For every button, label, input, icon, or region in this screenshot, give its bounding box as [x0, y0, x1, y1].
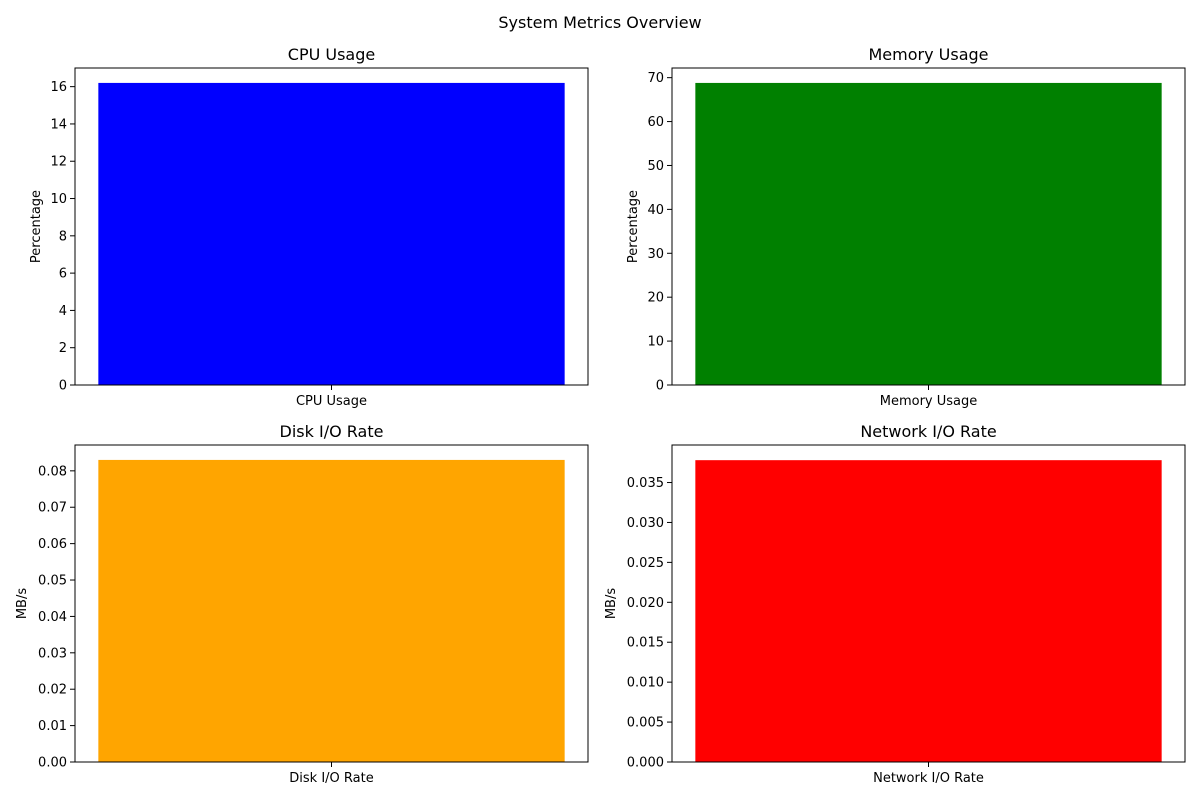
chart-3-y-tick-label: 0.04	[38, 610, 67, 625]
chart-2-y-tick-label: 40	[647, 203, 664, 218]
chart-4-bar	[695, 460, 1162, 762]
chart-3-y-tick-label: 0.08	[38, 464, 67, 479]
chart-4-y-tick-label: 0.010	[627, 676, 664, 691]
chart-3-axes-frame	[74, 444, 589, 763]
chart-2-y-axis-label: Percentage	[626, 190, 641, 263]
chart-4-y-tick-label: 0.030	[627, 516, 664, 531]
chart-2-bar	[695, 82, 1162, 385]
chart-1-y-tick-label: 4	[59, 304, 67, 319]
chart-4-axes-frame	[671, 444, 1186, 763]
chart-1-y-tick-label: 14	[50, 117, 67, 132]
chart-2-y-tick-label: 0	[656, 379, 664, 394]
chart-4-y-tick-label: 0.020	[627, 596, 664, 611]
chart-2-x-tick-label: Memory Usage	[880, 394, 978, 409]
chart-3-y-tick-label: 0.03	[38, 646, 67, 661]
chart-4-y-tick-label: 0.035	[627, 476, 664, 491]
chart-1-y-tick-label: 10	[50, 192, 67, 207]
chart-3-title: Disk I/O Rate	[280, 422, 384, 441]
chart-1-bar	[98, 82, 565, 385]
chart-3-y-tick-label: 0.06	[38, 537, 67, 552]
chart-3-y-tick-label: 0.07	[38, 501, 67, 516]
chart-3-y-tick-label: 0.00	[38, 756, 67, 771]
chart-1-x-tick-label: CPU Usage	[296, 394, 367, 409]
chart-2-y-tick-label: 70	[647, 71, 664, 86]
chart-3-y-tick-label: 0.05	[38, 574, 67, 589]
chart-2-y-tick-label: 30	[647, 247, 664, 262]
chart-1-y-axis-label: Percentage	[29, 190, 44, 263]
chart-4-title: Network I/O Rate	[860, 422, 996, 441]
chart-2-y-tick-label: 20	[647, 291, 664, 306]
chart-4-y-tick-label: 0.015	[627, 636, 664, 651]
chart-1-y-tick-label: 16	[50, 80, 67, 95]
chart-4-y-tick-label: 0.025	[627, 556, 664, 571]
chart-2-y-tick-label: 50	[647, 159, 664, 174]
chart-1-y-tick-label: 8	[59, 229, 67, 244]
chart-3-y-axis-label: MB/s	[15, 588, 30, 620]
chart-3-y-tick-label: 0.01	[38, 719, 67, 734]
chart-1-axes-frame	[74, 67, 589, 386]
chart-1-y-tick-label: 6	[59, 267, 67, 282]
chart-4-y-tick-label: 0.005	[627, 716, 664, 731]
chart-2-y-tick-label: 60	[647, 115, 664, 130]
chart-2-title: Memory Usage	[868, 45, 988, 64]
chart-4-y-tick-label: 0.000	[627, 756, 664, 771]
chart-3-x-tick-label: Disk I/O Rate	[289, 771, 373, 786]
chart-1-title: CPU Usage	[288, 45, 375, 64]
chart-2-y-tick-label: 10	[647, 335, 664, 350]
chart-1-y-tick-label: 12	[50, 155, 67, 170]
chart-4-x-tick-label: Network I/O Rate	[873, 771, 984, 786]
figure-title: System Metrics Overview	[498, 13, 702, 32]
chart-1-y-tick-label: 0	[59, 379, 67, 394]
chart-3-y-tick-label: 0.02	[38, 683, 67, 698]
chart-4-y-axis-label: MB/s	[604, 588, 619, 620]
chart-3-bar	[98, 459, 565, 762]
chart-1-y-tick-label: 2	[59, 341, 67, 356]
chart-2-axes-frame	[671, 67, 1186, 386]
